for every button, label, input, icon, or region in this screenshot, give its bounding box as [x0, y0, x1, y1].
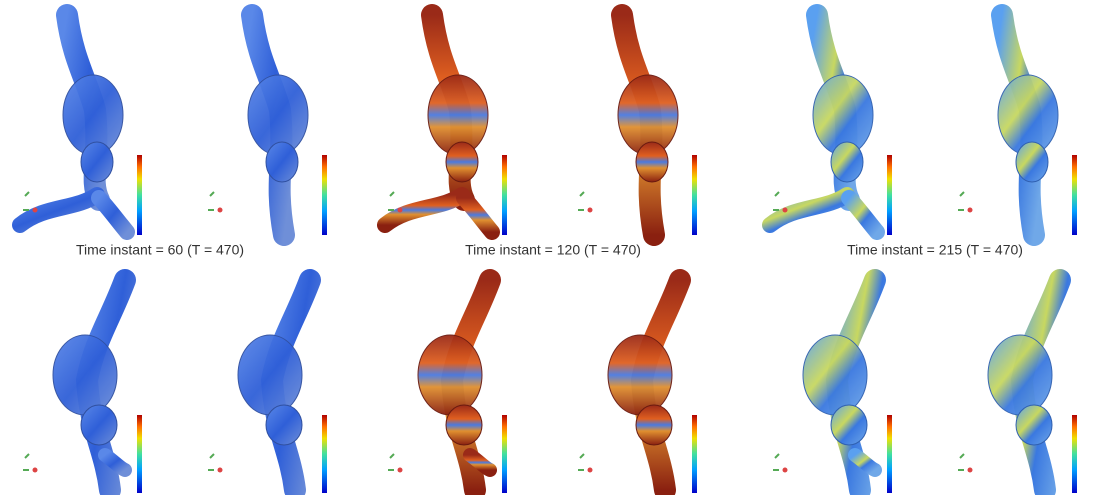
aneurysm	[635, 404, 673, 446]
aneurysm	[445, 141, 479, 183]
vessel-branch	[762, 187, 855, 233]
colorbar	[322, 415, 327, 493]
colorbar	[137, 155, 142, 235]
aneurysm	[607, 334, 673, 416]
aneurysm	[635, 141, 669, 183]
axes-icon	[388, 453, 395, 471]
vessel	[607, 269, 691, 495]
vessel	[987, 269, 1071, 495]
colorbar	[502, 155, 507, 235]
axes-icon	[587, 207, 593, 213]
colorbar	[322, 155, 327, 235]
aneurysm	[830, 141, 864, 183]
vessel	[12, 4, 135, 240]
vessel	[991, 4, 1059, 246]
caption: Time instant = 60 (T = 470)	[76, 242, 244, 258]
axes-icon	[32, 207, 38, 213]
vessel	[52, 269, 136, 495]
caption: Time instant = 120 (T = 470)	[465, 242, 641, 258]
vessel	[802, 269, 886, 495]
vessel-branch	[848, 448, 882, 477]
axes-icon	[578, 191, 585, 211]
axes-icon	[208, 453, 215, 471]
aneurysm	[265, 141, 299, 183]
aneurysm	[830, 404, 868, 446]
axes-icon	[23, 191, 30, 211]
vessel	[417, 269, 501, 495]
aneurysm	[80, 141, 114, 183]
aneurysm	[52, 334, 118, 416]
axes-icon	[773, 453, 780, 471]
colorbar	[887, 415, 892, 493]
vessel	[241, 4, 309, 246]
axes-icon	[773, 191, 780, 211]
aneurysm	[1015, 141, 1049, 183]
colorbar	[887, 155, 892, 235]
aneurysm	[80, 404, 118, 446]
axes-icon	[23, 453, 30, 471]
axes-icon	[782, 207, 788, 213]
vessel-branch	[377, 187, 470, 233]
aneurysm	[445, 404, 483, 446]
colorbar	[692, 415, 697, 493]
axes-icon	[217, 207, 223, 213]
colorbar	[692, 155, 697, 235]
aneurysm	[417, 334, 483, 416]
vessel	[762, 4, 885, 240]
axes-icon	[782, 467, 788, 473]
vessel-branch	[91, 190, 135, 240]
axes-icon	[397, 207, 403, 213]
colorbar	[1072, 415, 1077, 493]
axes-icon	[397, 467, 403, 473]
vessel-branch	[841, 190, 885, 240]
panels	[12, 4, 1077, 495]
aneurysm	[237, 334, 303, 416]
aneurysm	[802, 334, 868, 416]
axes-icon	[958, 453, 965, 471]
axes-icon	[208, 191, 215, 211]
vessel-branch	[456, 190, 500, 240]
axes-icon	[967, 207, 973, 213]
colorbar	[1072, 155, 1077, 235]
axes-icon	[587, 467, 593, 473]
vessel	[377, 4, 500, 240]
vessel-branch	[12, 187, 105, 233]
axes-icon	[32, 467, 38, 473]
axes-icon	[217, 467, 223, 473]
axes-icon	[967, 467, 973, 473]
aneurysm	[1015, 404, 1053, 446]
aneurysm	[265, 404, 303, 446]
vessel-branch	[463, 448, 497, 477]
axes-icon	[958, 191, 965, 211]
caption: Time instant = 215 (T = 470)	[847, 242, 1023, 258]
vessel	[237, 269, 321, 495]
colorbar	[137, 415, 142, 493]
colorbar	[502, 415, 507, 493]
vessel-branch	[98, 448, 132, 477]
axes-icon	[388, 191, 395, 211]
axes-icon	[578, 453, 585, 471]
aneurysm	[987, 334, 1053, 416]
vessel	[611, 4, 679, 246]
